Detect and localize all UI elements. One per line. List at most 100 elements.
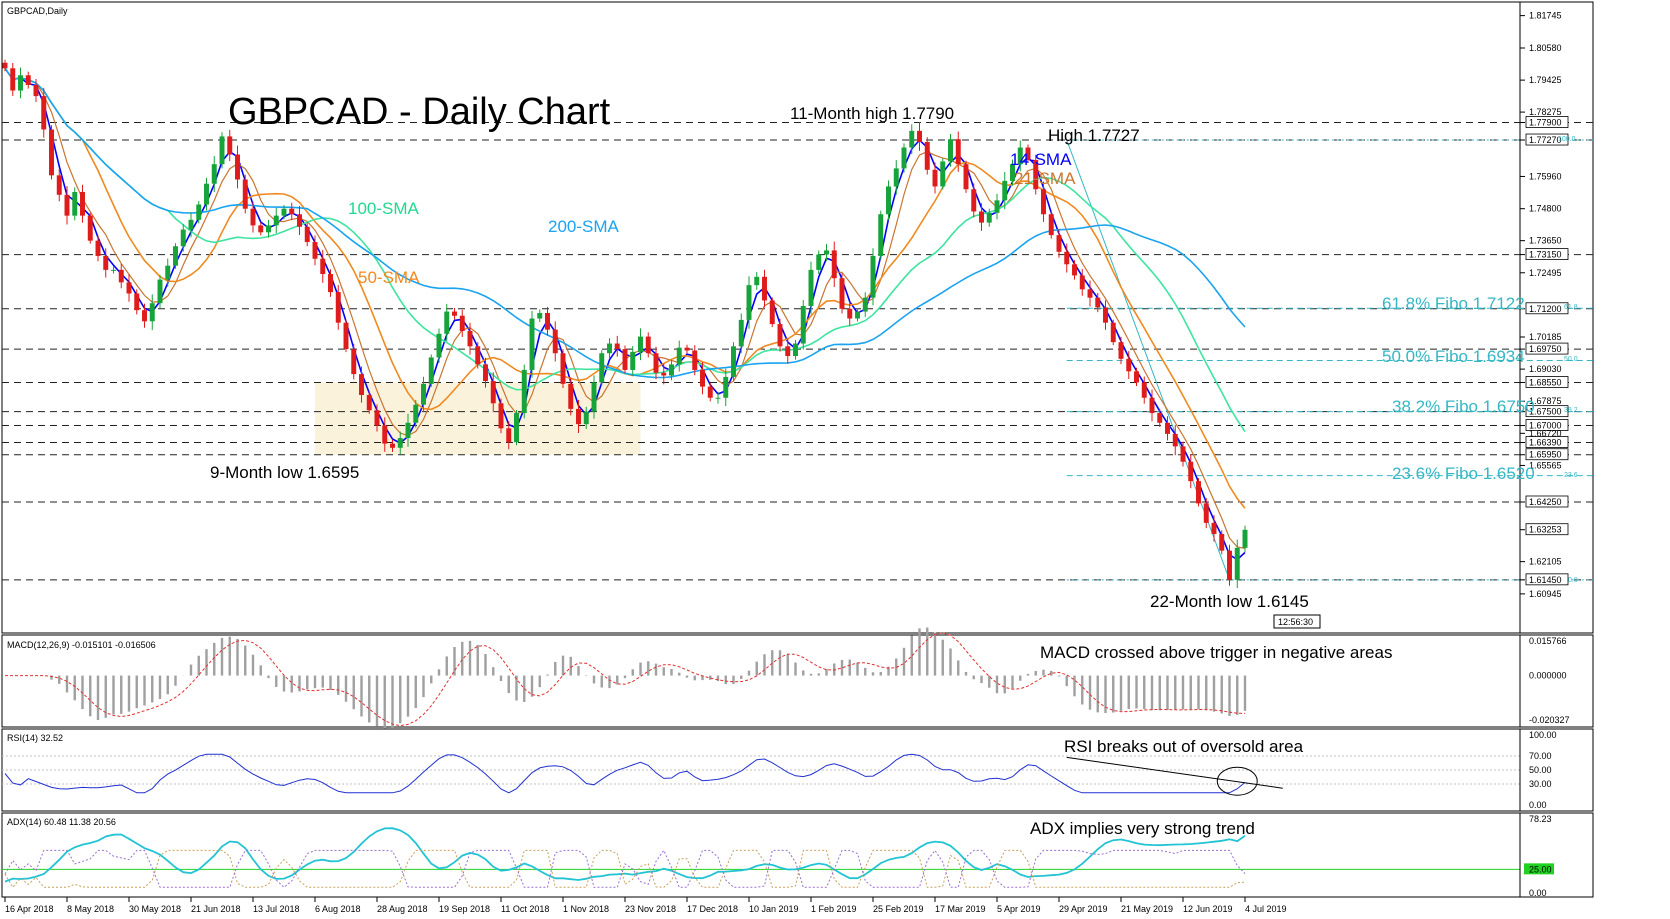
candle xyxy=(607,338,612,359)
candle xyxy=(692,345,698,376)
candle-body xyxy=(855,311,860,319)
price-label-box xyxy=(1525,573,1569,586)
main-pane-frame xyxy=(1,1,1594,634)
candle-body xyxy=(490,381,496,404)
candle xyxy=(870,248,876,306)
candle-body xyxy=(343,322,349,350)
fibo-tag-23-6: 23.6 xyxy=(1564,472,1578,479)
time-tick-label: 21 Jun 2018 xyxy=(191,904,241,914)
fibo-label-50-0: 50.0% Fibo 1.6934 xyxy=(1382,347,1525,366)
price-tick-label: 1.79425 xyxy=(1529,75,1562,85)
fibo-tag-61-8: 61.8 xyxy=(1564,304,1578,311)
candle-body xyxy=(560,353,566,384)
candle xyxy=(552,321,558,362)
time-badge: 12:56:30 xyxy=(1278,617,1313,627)
candle-body xyxy=(41,96,47,130)
candle xyxy=(266,220,271,238)
candle xyxy=(529,310,535,378)
candle-body xyxy=(645,336,651,354)
candle-body xyxy=(173,246,178,266)
candle-body xyxy=(862,297,868,312)
candle-body xyxy=(622,349,628,370)
candle-body xyxy=(816,254,822,270)
candle-body xyxy=(707,386,713,398)
candle xyxy=(498,398,504,434)
candle-body xyxy=(638,336,643,352)
price-tick-label: 1.67000 xyxy=(1529,421,1562,431)
candle xyxy=(320,249,326,283)
candle xyxy=(134,289,140,315)
candle-body xyxy=(1064,251,1070,265)
candle xyxy=(72,187,78,221)
rsi-trendline xyxy=(1066,756,1283,789)
price-tick-label: 1.75960 xyxy=(1529,171,1562,181)
candle-body xyxy=(18,75,23,91)
adx-line xyxy=(4,827,1246,883)
candle-body xyxy=(1002,180,1008,201)
candle xyxy=(87,212,93,244)
price-tick-label: 1.67875 xyxy=(1529,396,1562,406)
candle-body xyxy=(1087,289,1093,298)
candle xyxy=(521,364,527,419)
candle-body xyxy=(436,333,442,358)
time-tick-label: 5 Apr 2019 xyxy=(997,904,1041,914)
candle-body xyxy=(459,315,465,332)
rsi-tick-label: 30.00 xyxy=(1529,779,1552,789)
annotation-22-month-low: 22-Month low 1.6145 xyxy=(1150,592,1309,611)
candle-body xyxy=(1017,147,1023,165)
candle xyxy=(180,224,186,252)
candle xyxy=(614,335,620,357)
time-tick-label: 10 Jan 2019 xyxy=(749,904,799,914)
candle xyxy=(95,235,101,262)
candle-body xyxy=(614,343,620,350)
candle xyxy=(514,410,519,446)
time-tick-label: 1 Nov 2018 xyxy=(563,904,609,914)
rsi-annotation: RSI breaks out of oversold area xyxy=(1064,737,1304,756)
candle-body xyxy=(157,279,163,304)
candle-body xyxy=(227,136,233,155)
time-tick-label: 13 Jul 2018 xyxy=(253,904,300,914)
candle-body xyxy=(1211,522,1217,534)
candle xyxy=(1064,243,1070,273)
candle-body xyxy=(1072,264,1077,276)
candle xyxy=(452,307,457,320)
price-label-box xyxy=(1525,419,1569,431)
macd-pane-frame xyxy=(1,634,1594,728)
price-label-box xyxy=(1525,248,1569,260)
candle xyxy=(723,368,729,407)
candle-body xyxy=(64,194,70,216)
price-tick-label: 1.65565 xyxy=(1529,460,1562,470)
candle xyxy=(971,183,977,218)
macd-tick-label: 0.015766 xyxy=(1529,636,1567,646)
candle-body xyxy=(591,382,597,412)
rsi-breakout-circle xyxy=(1216,766,1258,796)
candle-body xyxy=(1157,413,1163,423)
candle-body xyxy=(669,364,674,376)
candle-body xyxy=(328,274,333,293)
candle-body xyxy=(831,250,837,279)
adx-tick-label: 0.00 xyxy=(1529,888,1547,898)
candle-body xyxy=(545,312,550,330)
candle-body xyxy=(1118,342,1124,359)
candle xyxy=(490,372,496,413)
candle xyxy=(2,59,8,72)
macd-tick-label: 0.000000 xyxy=(1529,671,1567,681)
candle-body xyxy=(847,308,853,319)
candle-body xyxy=(273,215,279,226)
candle xyxy=(901,143,907,173)
candle xyxy=(932,162,938,194)
candle xyxy=(583,406,589,429)
candle-body xyxy=(1219,533,1225,551)
candle-body xyxy=(304,226,310,243)
candle xyxy=(979,203,984,231)
candle xyxy=(599,350,605,386)
candle xyxy=(289,202,295,221)
candle-body xyxy=(940,161,946,187)
candle xyxy=(211,155,217,192)
candle-body xyxy=(986,212,992,223)
candle xyxy=(1157,408,1163,427)
candle-body xyxy=(142,310,147,322)
candle xyxy=(909,124,915,155)
candle-body xyxy=(1025,147,1031,161)
